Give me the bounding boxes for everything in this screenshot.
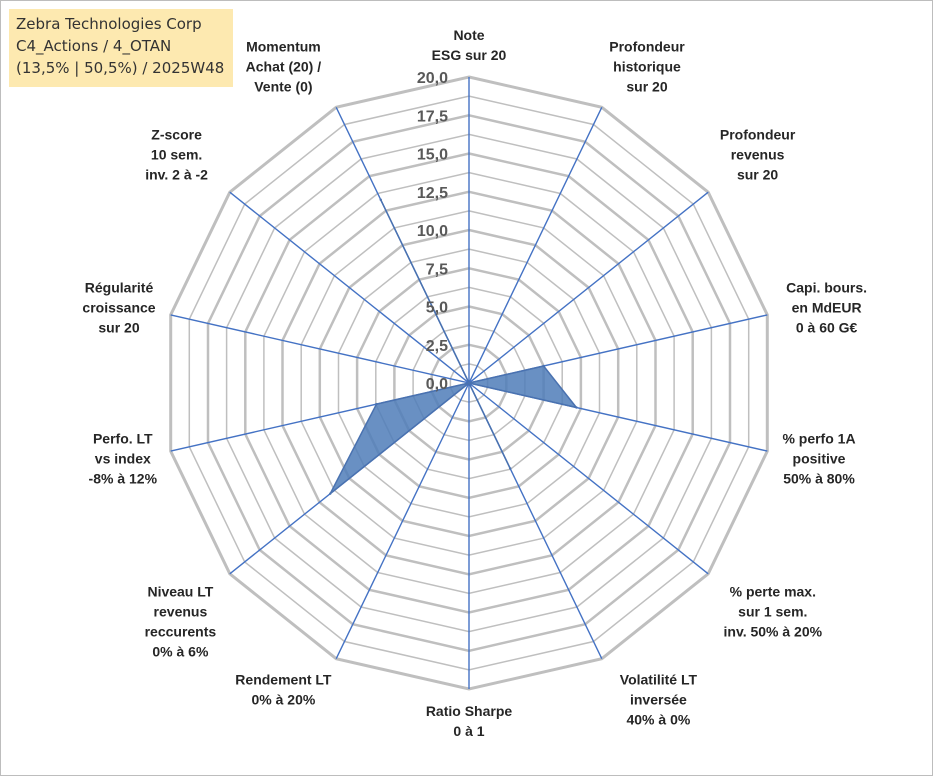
axis-label-line: croissance <box>82 299 155 315</box>
series-area <box>329 198 578 495</box>
tick-label: 20,0 <box>417 70 448 87</box>
axis-spoke <box>468 106 603 384</box>
tick-label: 7,5 <box>426 261 448 278</box>
axis-label-line: 40% à 0% <box>626 712 690 728</box>
tick-label: 2,5 <box>426 338 448 355</box>
axis-label-line: Volatilité LT <box>620 672 698 688</box>
series-point <box>375 402 378 406</box>
axis-label-line: vs index <box>95 451 151 467</box>
tick-label: 10,0 <box>417 223 448 240</box>
axis-label-line: revenus <box>154 603 208 619</box>
axis-label-line: Ratio Sharpe <box>426 703 513 719</box>
axis-spoke <box>335 382 470 660</box>
axis-label: % perte max. sur 1 sem. inv. 50% à 20% <box>724 583 823 639</box>
axis-label-line: 0 à 1 <box>453 723 484 739</box>
axis-label-line: % perfo 1A <box>782 431 855 447</box>
axis-label-line: sur 20 <box>626 79 667 95</box>
axis-label: Niveau LT revenus reccurents 0% à 6% <box>145 583 217 659</box>
title-line-category: C4_Actions / 4_OTAN <box>16 37 172 55</box>
axis-label: Profondeur historique sur 20 <box>609 39 685 95</box>
axis-label: Volatilité LT inversée 40% à 0% <box>620 672 698 728</box>
axis-label-line: Profondeur <box>609 39 685 55</box>
radar-series <box>329 198 578 495</box>
axis-label-line: % perte max. <box>730 583 816 599</box>
axis-spoke <box>229 191 470 384</box>
axis-label-line: sur 20 <box>737 167 778 183</box>
axis-spoke <box>468 382 709 575</box>
series-point <box>329 492 332 495</box>
series-point <box>542 364 545 368</box>
axis-label: Perfo. LT vs index -8% à 12% <box>89 431 158 487</box>
axis-spoke <box>170 314 470 384</box>
axis-label-line: 10 sem. <box>151 147 202 163</box>
tick-label: 5,0 <box>426 300 448 317</box>
axis-label: % perfo 1A positive 50% à 80% <box>782 431 855 487</box>
axis-label: Régularité croissance sur 20 <box>82 279 155 335</box>
tick-label: 17,5 <box>417 108 448 125</box>
axis-label-line: inversée <box>630 692 687 708</box>
title-line-stats: (13,5% | 50,5%) / 2025W48 <box>16 59 225 77</box>
tick-label: 12,5 <box>417 185 448 202</box>
axis-label: Z-score 10 sem. inv. 2 à -2 <box>145 127 208 183</box>
axis-label-line: Rendement LT <box>235 672 332 688</box>
axis-label: Profondeur revenus sur 20 <box>720 127 796 183</box>
axis-label: Rendement LT 0% à 20% <box>235 672 332 708</box>
axis-label: Momentum Achat (20) / Vente (0) <box>246 39 322 95</box>
axis-label-line: inv. 50% à 20% <box>724 623 823 639</box>
axis-label-line: 0 à 60 G€ <box>796 319 858 335</box>
axis-label: Note ESG sur 20 <box>432 27 507 63</box>
axis-label-line: en MdEUR <box>792 299 862 315</box>
axis-label-line: inv. 2 à -2 <box>145 167 208 183</box>
axis-label: Capi. bours. en MdEUR 0 à 60 G€ <box>786 279 867 335</box>
axis-label-line: positive <box>793 451 846 467</box>
tick-label: 0,0 <box>426 376 448 393</box>
axis-label-line: Régularité <box>85 279 154 295</box>
axis-label-line: 0% à 6% <box>152 643 209 659</box>
axis-label-line: -8% à 12% <box>89 471 158 487</box>
series-point <box>379 198 382 201</box>
axis-label-line: Profondeur <box>720 127 796 143</box>
series-point <box>509 467 512 470</box>
axis-label-line: sur 1 sem. <box>738 603 807 619</box>
axis-label-line: Vente (0) <box>254 79 312 95</box>
axis-label-line: ESG sur 20 <box>432 47 507 63</box>
axis-label-line: Perfo. LT <box>93 431 153 447</box>
axis-label-line: Capi. bours. <box>786 279 867 295</box>
axis-label-line: Z-score <box>151 127 202 143</box>
axis-label-line: revenus <box>731 147 785 163</box>
axis-label-line: reccurents <box>145 623 217 639</box>
axis-label-line: Achat (20) / <box>246 59 322 75</box>
axis-label-line: sur 20 <box>98 319 139 335</box>
series-point <box>575 406 578 409</box>
axis-label-line: Momentum <box>246 39 321 55</box>
tick-label: 15,0 <box>417 147 448 164</box>
radar-axis-labels: Note ESG sur 20 Profondeur historique sur 20… <box>82 27 867 739</box>
title-line-company: Zebra Technologies Corp <box>16 15 202 33</box>
title-box: Zebra Technologies Corp C4_Actions / 4_O… <box>9 9 233 87</box>
axis-spoke <box>468 191 709 384</box>
axis-label-line: 0% à 20% <box>251 692 315 708</box>
axis-label-line: 50% à 80% <box>783 471 855 487</box>
axis-label: Ratio Sharpe 0 à 1 <box>426 703 513 739</box>
radar-tick-labels: 0,0 2,5 5,0 7,5 10,0 12,5 15,0 17,5 20,0 <box>417 70 448 393</box>
axis-label-line: historique <box>613 59 681 75</box>
series-point <box>467 381 471 385</box>
axis-label-line: Note <box>453 27 484 43</box>
axis-label-line: Niveau LT <box>147 583 213 599</box>
